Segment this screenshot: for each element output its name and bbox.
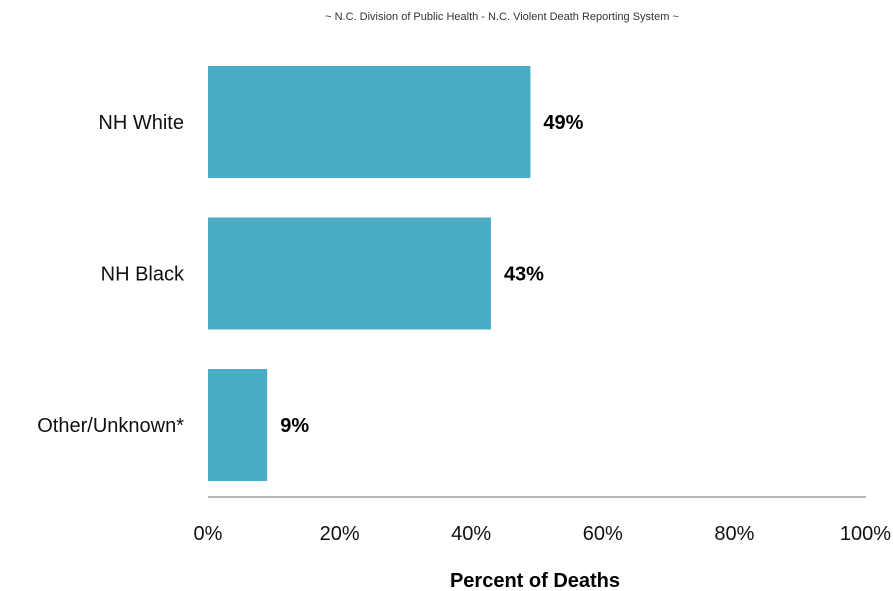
x-tick-group: 0% 20% 40% 60% 80% 100% xyxy=(194,523,892,545)
x-tick-label: 80% xyxy=(714,523,754,545)
x-tick-label: 20% xyxy=(320,523,360,545)
bar xyxy=(208,66,531,178)
x-axis-title: Percent of Deaths xyxy=(450,570,620,591)
x-tick-label: 100% xyxy=(840,523,891,545)
data-label: 9% xyxy=(280,415,309,437)
chart-subtitle: ~ N.C. Division of Public Health - N.C. … xyxy=(325,11,679,23)
category-label: NH White xyxy=(98,112,184,134)
x-tick-label: 0% xyxy=(194,523,223,545)
category-label: NH Black xyxy=(101,264,185,286)
bar-group: NH White 49% NH Black 43% Other/Unknown* 9% xyxy=(37,66,584,481)
data-label: 49% xyxy=(543,112,583,134)
category-label: Other/Unknown* xyxy=(37,415,184,437)
bar xyxy=(208,217,491,330)
x-tick-label: 60% xyxy=(583,523,623,545)
x-tick-label: 40% xyxy=(451,523,491,545)
data-label: 43% xyxy=(504,264,544,286)
bar xyxy=(208,369,268,481)
